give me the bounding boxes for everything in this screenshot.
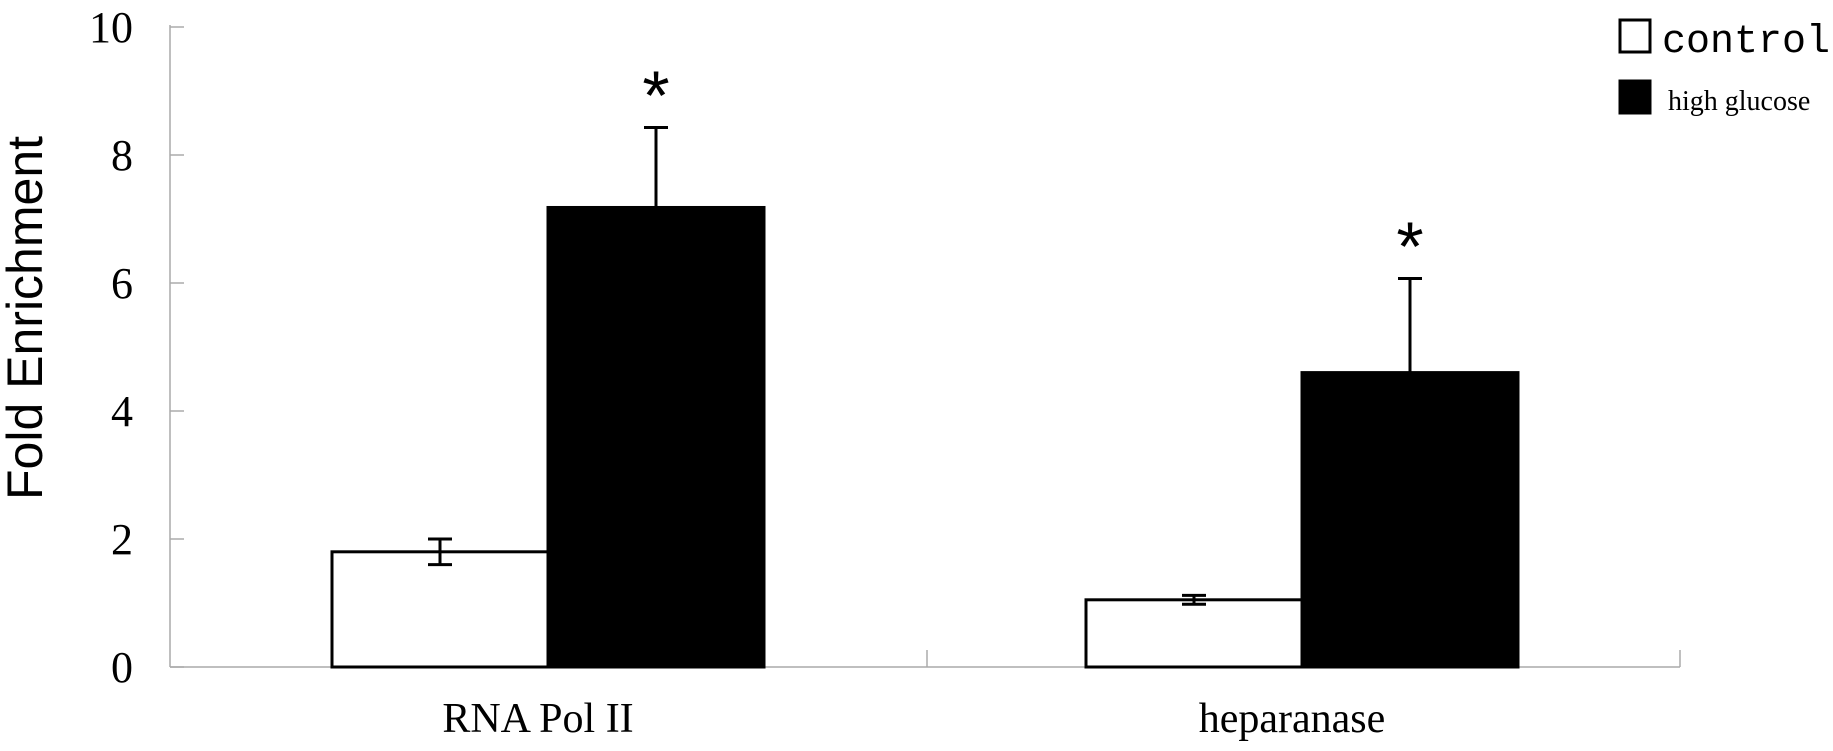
bars: ** xyxy=(330,56,1520,669)
y-tick-label: 4 xyxy=(111,387,133,436)
x-tick-label: RNA Pol II xyxy=(442,696,633,742)
bar-high-glucose xyxy=(1300,371,1520,669)
bar-control xyxy=(330,550,550,669)
legend-swatch-high-glucose xyxy=(1618,79,1652,115)
legend-label-high-glucose: high glucose xyxy=(1668,86,1810,117)
bar-high-glucose xyxy=(546,205,766,669)
y-axis-label: Fold Enrichment xyxy=(0,136,53,500)
significance-marker: * xyxy=(1396,208,1423,286)
legend-label-control: control xyxy=(1662,20,1830,65)
y-tick-label: 0 xyxy=(111,643,133,692)
y-tick-label: 10 xyxy=(89,3,133,52)
legend: control high glucose xyxy=(1618,18,1830,117)
y-tick-label: 6 xyxy=(111,259,133,308)
legend-swatch-control xyxy=(1618,18,1652,54)
category-labels: RNA Pol II heparanase xyxy=(442,696,1385,742)
bar-control xyxy=(1084,598,1304,669)
x-tick-label: heparanase xyxy=(1199,696,1386,742)
y-ticks: 0 2 4 6 8 10 xyxy=(89,3,184,692)
y-tick-label: 2 xyxy=(111,515,133,564)
significance-marker: * xyxy=(642,56,669,134)
y-tick-label: 8 xyxy=(111,131,133,180)
